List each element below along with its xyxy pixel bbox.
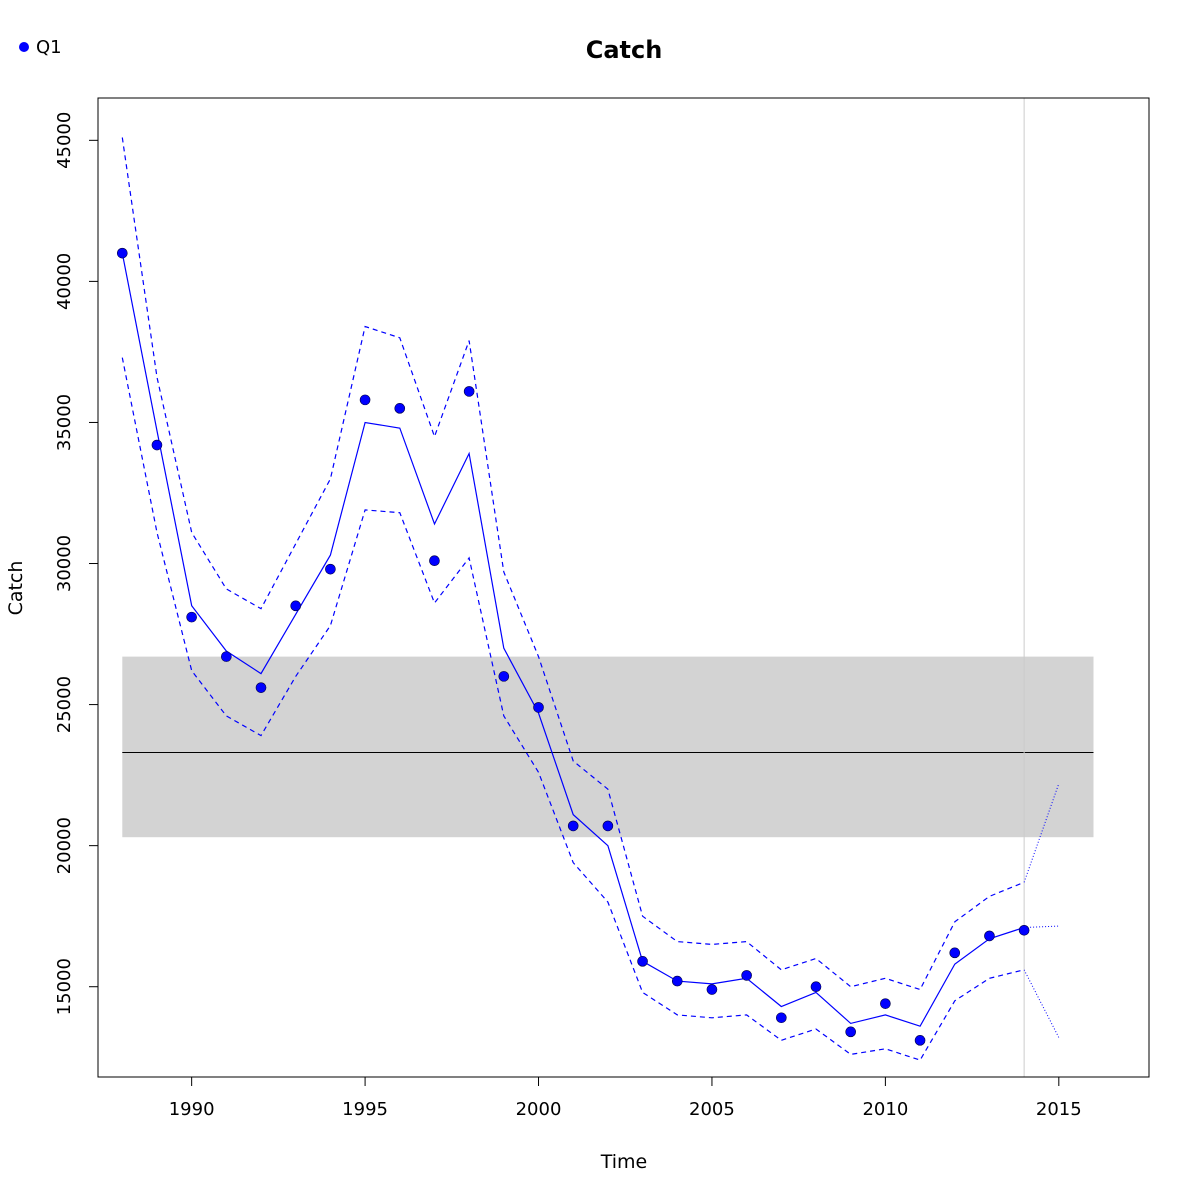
data-point-2004 — [671, 975, 683, 987]
x-tick-label-2010: 2010 — [862, 1099, 908, 1120]
data-point-2010 — [880, 998, 891, 1009]
chart-title: Catch — [586, 36, 663, 64]
y-tick-label-40000: 40000 — [54, 253, 75, 310]
data-points-layer — [116, 247, 1030, 1046]
legend-marker-q1 — [19, 42, 29, 52]
data-point-1997 — [429, 555, 440, 566]
data-point-1990 — [186, 611, 197, 623]
data-point-1994 — [325, 563, 336, 575]
data-point-1989 — [151, 439, 163, 451]
data-point-2009 — [845, 1026, 856, 1038]
data-point-2013 — [984, 930, 995, 942]
data-point-2006 — [741, 970, 752, 981]
x-axis: 1990 1995 2000 2005 2010 2015 — [169, 1077, 1082, 1120]
x-tick-label-2000: 2000 — [516, 1099, 562, 1120]
series-line-forecast — [1024, 925, 1059, 928]
series-lines-layer — [121, 137, 1060, 1061]
x-tick-label-2015: 2015 — [1036, 1099, 1082, 1120]
y-tick-label-45000: 45000 — [54, 112, 75, 169]
y-tick-label-15000: 15000 — [54, 958, 75, 1015]
y-tick-label-35000: 35000 — [54, 394, 75, 451]
x-tick-label-1995: 1995 — [342, 1099, 388, 1120]
plot-frame — [97, 97, 1150, 1078]
data-point-1995 — [359, 394, 371, 406]
data-point-1991 — [221, 651, 232, 662]
x-axis-label: Time — [600, 1151, 648, 1173]
data-point-2005 — [706, 984, 718, 995]
data-point-2008 — [810, 981, 822, 993]
data-point-1993 — [290, 600, 302, 612]
data-point-1988 — [116, 247, 128, 259]
y-axis: 15000 20000 25000 30000 35000 40000 45000 — [54, 112, 98, 1015]
data-point-2001 — [567, 820, 579, 832]
series-line-lower-ci — [121, 357, 1025, 1061]
series-line-forecast-lower — [1023, 969, 1060, 1038]
series-line-forecast-upper — [1023, 783, 1060, 883]
data-point-1996 — [394, 403, 406, 414]
x-tick-label-1990: 1990 — [169, 1099, 215, 1120]
legend: Q1 — [19, 37, 62, 58]
data-point-1992 — [255, 682, 267, 693]
data-point-2007 — [776, 1012, 787, 1024]
data-point-2014 — [1018, 924, 1030, 936]
x-tick-label-2005: 2005 — [689, 1099, 735, 1120]
reference-band-layer — [122, 656, 1094, 838]
y-tick-label-20000: 20000 — [54, 817, 75, 874]
data-point-2011 — [914, 1035, 926, 1046]
data-point-2002 — [602, 820, 614, 832]
reference-band — [122, 656, 1094, 838]
series-line-fitted — [121, 253, 1025, 1027]
data-point-2000 — [533, 702, 544, 713]
y-tick-label-30000: 30000 — [54, 535, 75, 592]
data-point-2012 — [949, 947, 961, 959]
data-point-2003 — [637, 956, 648, 967]
legend-label-q1: Q1 — [36, 37, 62, 58]
y-tick-label-25000: 25000 — [54, 676, 75, 733]
series-line-upper-ci — [121, 137, 1025, 991]
data-point-1998 — [463, 386, 475, 397]
data-point-1999 — [498, 671, 510, 682]
y-axis-label: Catch — [5, 561, 27, 616]
